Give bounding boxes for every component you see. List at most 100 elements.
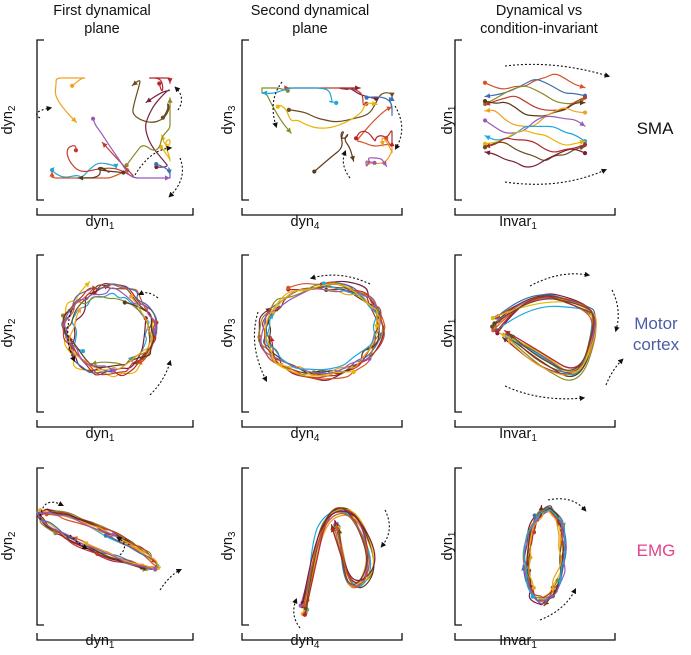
flow-direction-arrow (253, 311, 268, 382)
trajectory-start-dot (160, 115, 165, 120)
trajectory-arrowhead (71, 117, 77, 123)
trajectory-start-dot (364, 95, 369, 100)
trajectory-start-dot (530, 594, 535, 599)
trajectory-start-dot (103, 533, 108, 538)
y-axis-bracket (241, 467, 249, 626)
x-axis-label: dyn1 (85, 426, 115, 444)
flow-direction-arrow (547, 498, 587, 512)
trajectory-start-dot (490, 316, 495, 321)
trajectory-line (484, 95, 586, 111)
trajectory-start-dot (111, 368, 116, 373)
x-axis-bracket (241, 633, 403, 641)
trajectory-start-dot (298, 603, 303, 608)
trajectory-arrowhead (538, 505, 544, 511)
trajectory-start-dot (122, 300, 127, 305)
y-axis-bracket (454, 467, 462, 626)
trajectory-line (528, 510, 562, 593)
trajectory-arrowhead (579, 139, 585, 145)
flow-direction-arrow (341, 149, 351, 179)
trajectory-line (36, 511, 160, 569)
trajectory-arrowhead (72, 536, 78, 542)
trajectory-arrowhead (485, 135, 491, 141)
x-axis-label: Invar1 (499, 633, 537, 651)
trajectory-line (365, 157, 388, 167)
flow-direction-arrow (272, 81, 283, 129)
trajectory-line (496, 296, 595, 369)
trajectory-start-dot (73, 148, 79, 153)
trajectory-arrowhead (557, 579, 563, 585)
trajectory-line (492, 301, 594, 373)
trajectory-line (65, 284, 153, 365)
x-axis-bracket (241, 420, 403, 428)
trajectory-arrowhead (152, 327, 158, 333)
flow-direction-arrow (309, 274, 371, 285)
row-label-sma: SMA (630, 118, 680, 139)
y-axis-bracket (454, 39, 462, 201)
trajectory-line (484, 100, 586, 117)
trajectory-start-dot (90, 116, 96, 121)
trajectory-arrowhead (550, 587, 556, 593)
trajectory-line (484, 73, 586, 90)
trajectory-arrowhead (268, 314, 274, 320)
trajectory-arrowhead (374, 324, 380, 330)
column-title-line1: First dynamical (53, 3, 151, 19)
trajectory-arrowhead (579, 121, 585, 127)
trajectory-start-dot (482, 145, 488, 150)
trajectory-start-dot (491, 328, 496, 333)
column-title-line2: condition-invariant (480, 21, 598, 37)
row-label-emg: EMG (628, 540, 684, 561)
trajectory-line (46, 513, 158, 569)
trajectory-start-dot (582, 110, 588, 115)
trajectory-start-dot (482, 141, 488, 146)
trajectory-arrowhead (146, 97, 152, 103)
trajectory-line (484, 115, 586, 134)
trajectory-start-dot (157, 81, 162, 86)
x-axis-label: dyn1 (85, 214, 115, 232)
trajectory-line (484, 107, 586, 128)
trajectory-start-dot (482, 99, 488, 104)
trajectory-line (92, 118, 171, 179)
flow-direction-arrow (504, 385, 586, 402)
trajectory-line (355, 130, 393, 143)
trajectory-arrowhead (485, 150, 491, 156)
trajectory-arrowhead (91, 360, 97, 366)
trajectory-line (272, 288, 381, 377)
flow-direction-arrow (138, 290, 159, 299)
trajectory-line (491, 298, 594, 371)
column-title-first-plane: First dynamical plane (7, 2, 197, 38)
row-label-line1: Motor (634, 314, 678, 333)
y-axis-bracket (241, 39, 249, 201)
trajectory-arrowhead (509, 333, 515, 340)
trajectory-line (68, 295, 153, 371)
trajectory-line (306, 510, 372, 611)
trajectory-start-dot (302, 612, 307, 617)
trajectory-start-dot (482, 80, 488, 85)
flow-direction-arrow (504, 168, 608, 185)
flow-direction-arrow (36, 105, 53, 119)
flow-direction-arrow (168, 157, 183, 198)
trajectory-arrowhead (500, 333, 506, 338)
y-axis-bracket (241, 254, 249, 413)
trajectory-start-dot (95, 551, 100, 556)
flow-direction-arrow (69, 534, 88, 549)
trajectory-arrowhead (78, 175, 84, 181)
trajectory-start-dot (129, 294, 134, 299)
trajectory-start-dot (490, 324, 495, 329)
trajectory-arrowhead (67, 308, 74, 314)
trajectory-line (288, 92, 393, 123)
flow-direction-arrow (394, 105, 403, 150)
trajectory-arrowhead (386, 106, 392, 112)
trajectory-line (149, 77, 171, 92)
trajectory-arrowhead (579, 145, 585, 151)
trajectory-start-dot (312, 169, 317, 174)
trajectory-arrowhead (82, 541, 89, 547)
trajectory-start-dot (532, 513, 537, 518)
trajectory-line (38, 509, 143, 567)
trajectory-start-dot (49, 167, 55, 173)
trajectory-arrowhead (166, 169, 172, 175)
trajectory-line (36, 512, 160, 571)
trajectory-start-dot (124, 163, 129, 168)
trajectory-line (313, 131, 355, 173)
trajectory-arrowhead (381, 160, 387, 167)
